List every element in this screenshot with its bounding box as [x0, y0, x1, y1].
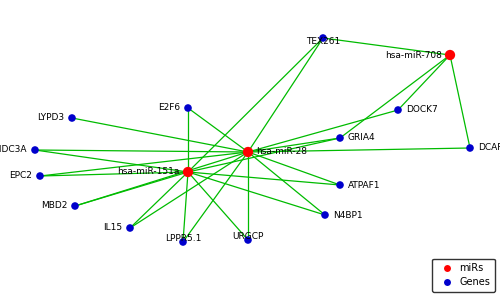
Text: E2F6: E2F6 — [158, 103, 180, 113]
Text: DOCK7: DOCK7 — [406, 105, 438, 115]
Text: hsa-miR-708: hsa-miR-708 — [385, 50, 442, 59]
Point — [179, 240, 187, 244]
Text: hsa-miR-151a: hsa-miR-151a — [118, 168, 180, 176]
Point — [321, 213, 329, 217]
Text: MBD2: MBD2 — [40, 201, 67, 211]
Text: LYPD3: LYPD3 — [37, 113, 64, 122]
Text: DCAF10: DCAF10 — [478, 143, 500, 152]
Text: N4BP1: N4BP1 — [333, 211, 362, 219]
Legend: miRs, Genes: miRs, Genes — [432, 258, 495, 292]
Point — [184, 170, 192, 174]
Point — [336, 136, 344, 140]
Point — [68, 116, 76, 120]
Point — [244, 150, 252, 154]
Text: URGCP: URGCP — [232, 232, 264, 241]
Point — [394, 108, 402, 112]
Text: IL15: IL15 — [103, 224, 122, 233]
Text: LPPR5.1: LPPR5.1 — [165, 234, 201, 243]
Point — [126, 226, 134, 230]
Point — [446, 53, 454, 57]
Point — [71, 204, 79, 208]
Point — [31, 148, 39, 152]
Text: hsa-miR-28: hsa-miR-28 — [256, 148, 307, 157]
Text: EPC2: EPC2 — [9, 171, 32, 181]
Text: TEX261: TEX261 — [306, 37, 340, 46]
Point — [319, 36, 327, 40]
Text: RUNDC3A: RUNDC3A — [0, 146, 27, 154]
Point — [36, 174, 44, 178]
Point — [244, 238, 252, 242]
Text: ATPAF1: ATPAF1 — [348, 181, 380, 189]
Point — [184, 106, 192, 110]
Text: GRIA4: GRIA4 — [348, 133, 376, 143]
Point — [336, 183, 344, 187]
Point — [466, 146, 474, 150]
